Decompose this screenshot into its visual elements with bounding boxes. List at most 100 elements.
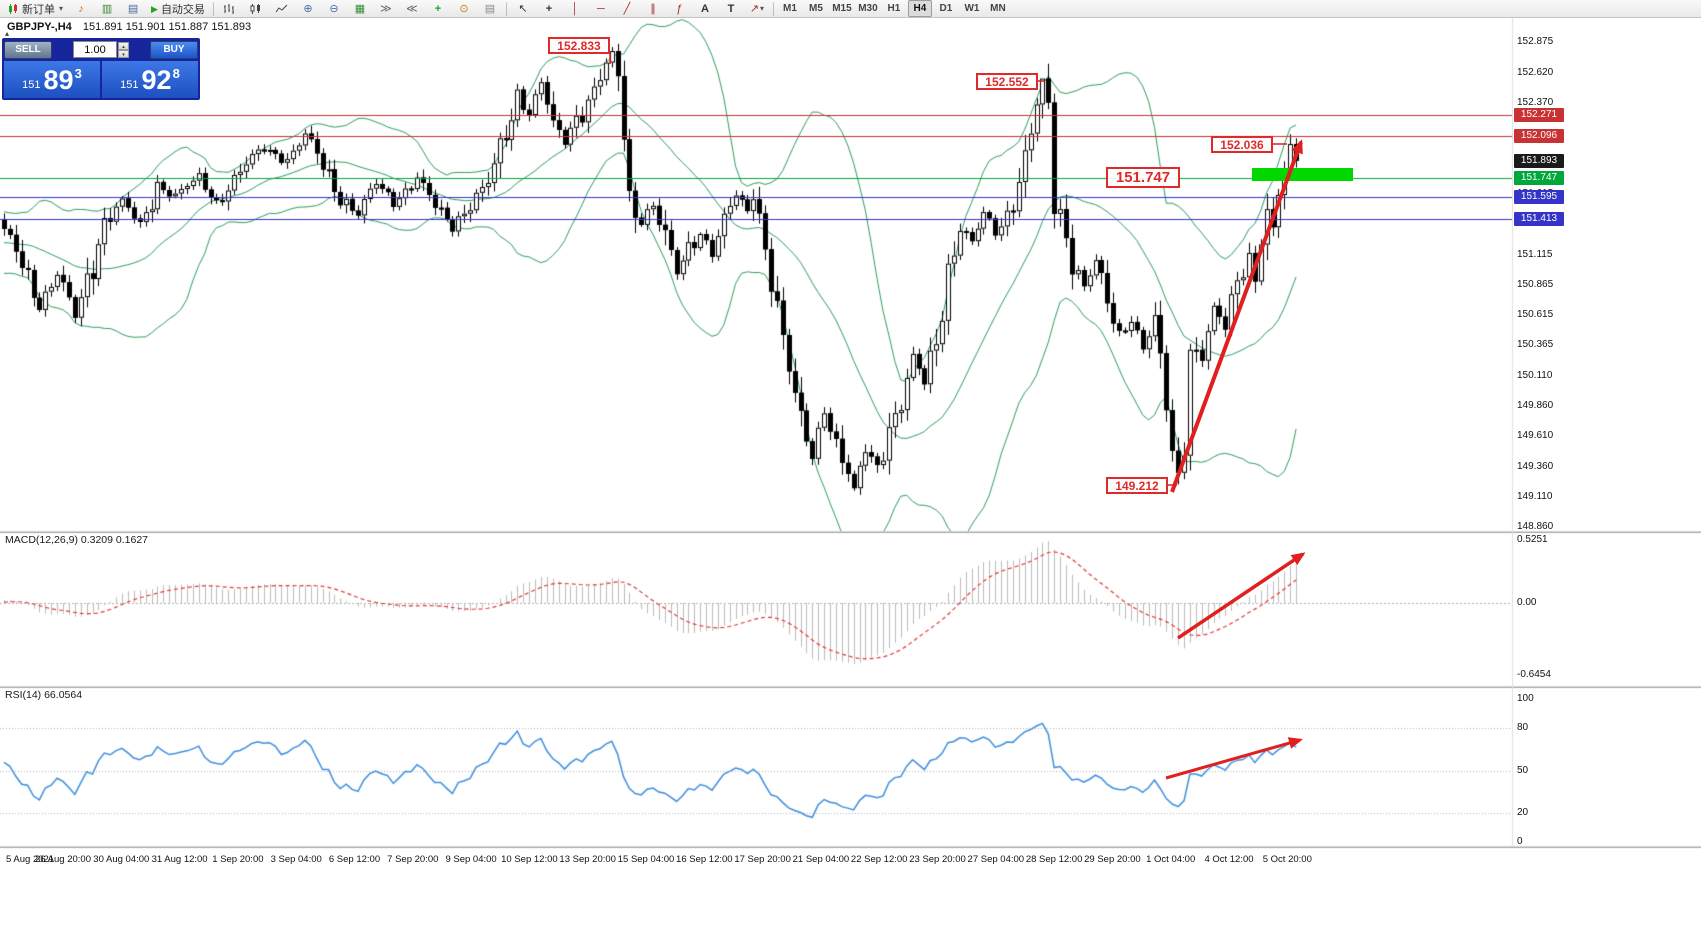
time-axis-label: 27 Sep 04:00 xyxy=(967,854,1025,865)
channel-icon: ∥ xyxy=(650,2,656,15)
sell-button[interactable]: SELL xyxy=(4,40,52,59)
toolbar-separator xyxy=(505,1,507,16)
time-axis-label: 5 Oct 20:00 xyxy=(1262,854,1312,865)
one-click-trading-panel: SELL ▴ ▾ BUY 151 89 3 151 92 8 xyxy=(2,38,200,100)
timeframe-m5[interactable]: M5 xyxy=(808,3,823,14)
timeframe-w1[interactable]: W1 xyxy=(964,3,980,14)
new-order-icon xyxy=(9,3,17,14)
timeframe-d1[interactable]: D1 xyxy=(939,3,953,14)
sell-price-display[interactable]: 151 89 3 xyxy=(4,61,100,98)
sound-button[interactable]: ♪ xyxy=(68,0,94,18)
price-scale-tick: 150.615 xyxy=(1517,309,1554,320)
new-order-button[interactable]: 新订单 ▾ xyxy=(2,0,68,18)
price-annotation-box[interactable]: 152.552 xyxy=(976,73,1038,90)
sell-price-prefix: 151 xyxy=(22,78,41,91)
timeframe-h1[interactable]: H1 xyxy=(887,3,901,14)
templates-button[interactable]: ▤ xyxy=(477,0,503,18)
autotrading-label: 自动交易 xyxy=(160,3,205,16)
time-axis-label: 5 Aug 2021 xyxy=(6,854,55,865)
candlestick-chart-icon xyxy=(250,3,261,14)
macd-scale-tick: -0.6454 xyxy=(1517,669,1551,681)
timeframe-m15[interactable]: M15 xyxy=(832,3,852,14)
price-scale-tick: 150.365 xyxy=(1517,339,1554,351)
lot-increase-button[interactable]: ▴ xyxy=(118,41,129,50)
data-window-button[interactable]: ▤ xyxy=(120,0,146,18)
price-line-tag[interactable]: 151.413 xyxy=(1514,211,1564,226)
timeframe-m30[interactable]: M30 xyxy=(858,3,878,14)
chart-shift-button[interactable]: ≪ xyxy=(399,0,425,18)
indicators-button[interactable]: + xyxy=(425,0,451,18)
candlestick-chart-button[interactable] xyxy=(243,0,269,18)
timeframe-mn[interactable]: MN xyxy=(990,3,1006,14)
arrows-tool-icon: ↗ xyxy=(749,2,760,15)
tile-windows-button[interactable]: ▦ xyxy=(347,0,373,18)
text-tool-icon: A xyxy=(700,2,709,15)
price-scale-tick: 149.860 xyxy=(1517,400,1554,412)
trendline-icon: ╱ xyxy=(623,2,631,15)
chart-window-icon: ▥ xyxy=(101,2,113,15)
chart-window[interactable]: GBPJPY-,H4 151.891 151.901 151.887 151.8… xyxy=(0,18,1701,942)
text-tool-button[interactable]: A xyxy=(692,0,718,18)
price-annotation-box[interactable]: 149.212 xyxy=(1106,477,1168,494)
price-annotation-box[interactable]: 151.747 xyxy=(1106,167,1180,188)
macd-scale-tick: 0.00 xyxy=(1517,597,1537,608)
crosshair-button[interactable]: + xyxy=(536,0,562,18)
cursor-icon: ↖ xyxy=(518,2,528,15)
vertical-line-icon: │ xyxy=(571,2,579,15)
auto-scroll-button[interactable]: ≫ xyxy=(373,0,399,18)
main-toolbar: 新订单 ▾ ♪ ▥ ▤ ▶ 自动交易 ⊕ ⊖ ▦ ≫ ≪ + ⊙ ▤ ↖ + │… xyxy=(0,0,1701,18)
price-scale-tick: 152.370 xyxy=(1517,97,1554,108)
time-axis-label: 30 Aug 04:00 xyxy=(93,854,150,865)
chevron-down-icon: ▾ xyxy=(760,4,765,13)
timeframe-m1[interactable]: M1 xyxy=(782,3,797,14)
sound-icon: ♪ xyxy=(78,2,84,15)
buy-price-display[interactable]: 151 92 8 xyxy=(102,61,198,98)
autotrading-button[interactable]: ▶ 自动交易 xyxy=(146,0,210,18)
time-axis-label: 29 Sep 20:00 xyxy=(1084,854,1141,865)
macd-indicator-label: MACD(12,26,9) 0.3209 0.1627 xyxy=(5,534,149,546)
cursor-button[interactable]: ↖ xyxy=(510,0,536,18)
label-tool-button[interactable]: T xyxy=(718,0,744,18)
buy-price-prefix: 151 xyxy=(120,78,139,91)
lot-decrease-button[interactable]: ▾ xyxy=(118,49,129,58)
periods-button[interactable]: ⊙ xyxy=(451,0,477,18)
price-line-tag[interactable]: 152.271 xyxy=(1514,107,1564,122)
toolbar-separator xyxy=(772,1,774,16)
time-axis-label: 16 Sep 12:00 xyxy=(676,854,733,865)
toolbar-separator xyxy=(212,1,214,16)
rsi-scale-tick: 50 xyxy=(1517,764,1529,776)
zoom-in-button[interactable]: ⊕ xyxy=(295,0,321,18)
price-line-tag[interactable]: 151.595 xyxy=(1514,189,1564,204)
horizontal-line-button[interactable]: ─ xyxy=(588,0,614,18)
price-chart-canvas[interactable] xyxy=(0,18,1701,942)
buy-button[interactable]: BUY xyxy=(150,40,198,59)
bar-chart-button[interactable] xyxy=(217,0,243,18)
time-axis-label: 17 Sep 20:00 xyxy=(734,854,791,865)
price-line-tag[interactable]: 151.747 xyxy=(1514,171,1564,186)
rsi-indicator-label: RSI(14) 66.0564 xyxy=(5,689,83,701)
vertical-line-button[interactable]: │ xyxy=(562,0,588,18)
zoom-out-button[interactable]: ⊖ xyxy=(321,0,347,18)
buy-price-sup: 8 xyxy=(172,66,180,81)
price-annotation-box[interactable]: 152.833 xyxy=(548,37,610,54)
price-scale-tick: 149.360 xyxy=(1517,460,1554,472)
templates-icon: ▤ xyxy=(484,2,496,15)
arrows-tool-button[interactable]: ↗ ▾ xyxy=(744,0,770,18)
channel-button[interactable]: ∥ xyxy=(640,0,666,18)
fibonacci-button[interactable]: ƒ xyxy=(666,0,692,18)
rsi-scale-tick: 20 xyxy=(1517,807,1529,819)
support-zone-rectangle[interactable] xyxy=(1252,168,1353,181)
trendline-button[interactable]: ╱ xyxy=(614,0,640,18)
price-annotation-box[interactable]: 152.036 xyxy=(1211,136,1273,153)
lot-size-input[interactable] xyxy=(73,41,117,58)
horizontal-line-icon: ─ xyxy=(597,2,605,15)
one-click-collapse-toggle[interactable]: ▴ xyxy=(5,29,10,38)
price-scale-tick: 150.865 xyxy=(1517,278,1554,290)
line-chart-button[interactable] xyxy=(269,0,295,18)
data-window-icon: ▤ xyxy=(127,2,139,15)
chart-window-button[interactable]: ▥ xyxy=(94,0,120,18)
play-icon: ▶ xyxy=(151,3,158,14)
timeframe-h4[interactable]: H4 xyxy=(907,0,932,17)
price-line-tag[interactable]: 152.096 xyxy=(1514,129,1564,144)
label-tool-icon: T xyxy=(727,2,735,15)
